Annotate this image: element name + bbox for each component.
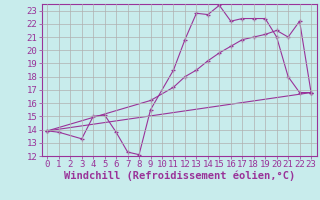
X-axis label: Windchill (Refroidissement éolien,°C): Windchill (Refroidissement éolien,°C) xyxy=(64,171,295,181)
